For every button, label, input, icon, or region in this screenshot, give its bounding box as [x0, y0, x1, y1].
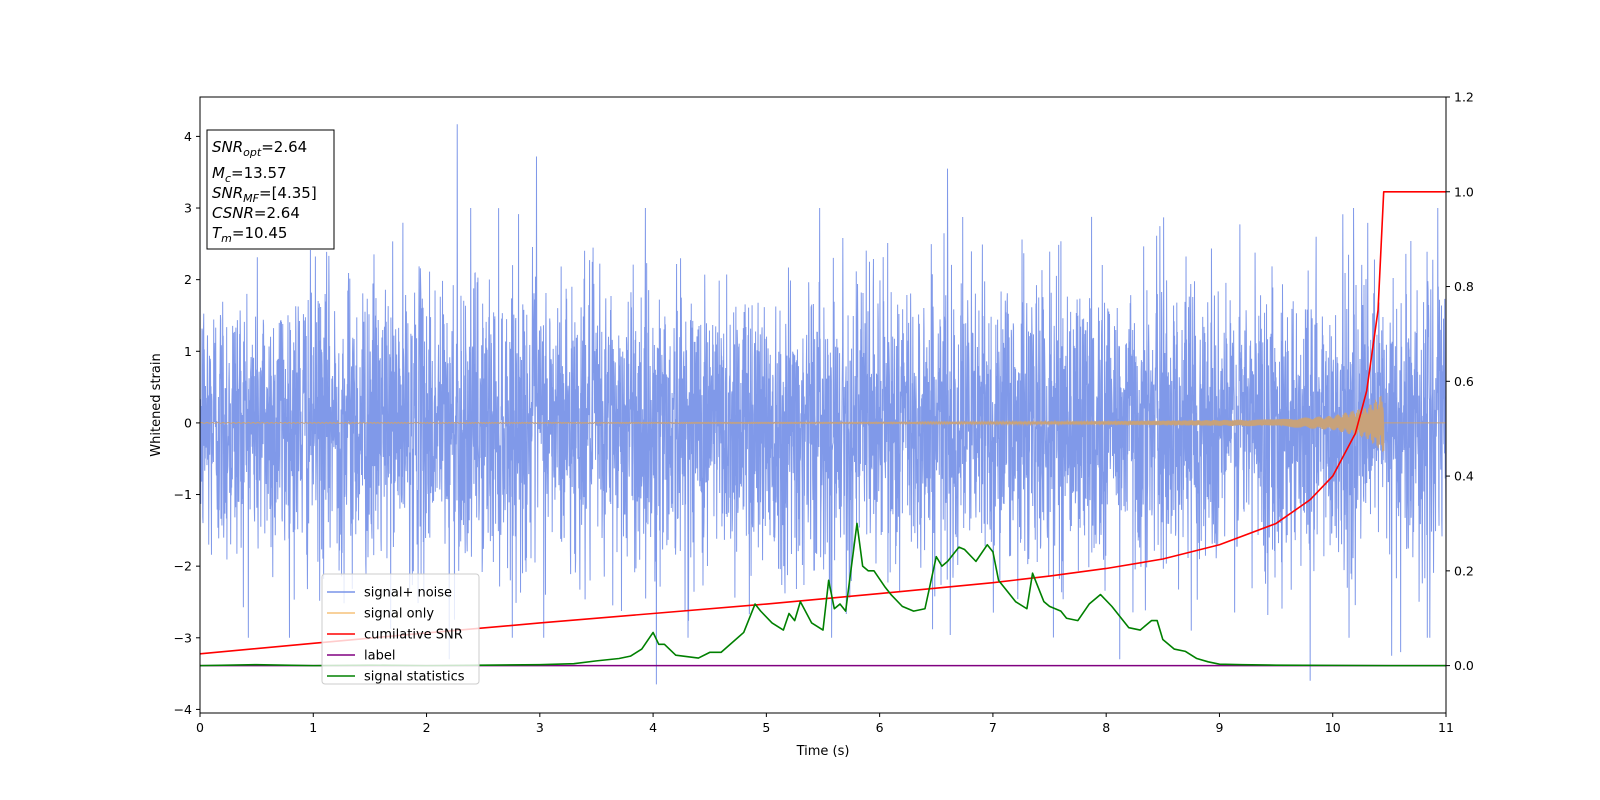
snr-opt-sub: opt — [243, 146, 262, 159]
x-tick-label-10: 10 — [1325, 720, 1341, 735]
y2-tick-label-1: 0.2 — [1454, 563, 1474, 578]
legend-label-2: cumilative SNR — [364, 628, 463, 643]
y-tick-label-8: 4 — [184, 129, 192, 144]
snr-mf-value: =[4.35] — [259, 184, 317, 202]
annotation-box: SNRopt=2.64 Mc=13.57 SNRMF=[4.35] CSNR=2… — [206, 129, 335, 250]
x-tick-label-9: 9 — [1215, 720, 1223, 735]
x-tick-label-1: 1 — [309, 720, 317, 735]
y2-tick-label-5: 1.0 — [1454, 184, 1474, 199]
snr-mf-name: SNR — [212, 184, 243, 202]
legend-label-3: label — [364, 649, 395, 664]
y2-tick-label-0: 0.0 — [1454, 658, 1474, 673]
y-tick-label-7: 3 — [184, 201, 192, 216]
legend: signal+ noise signal only cumilative SNR la… — [321, 573, 480, 685]
x-tick-label-0: 0 — [196, 720, 204, 735]
annotation-frame — [206, 129, 335, 250]
x-tick-label-7: 7 — [989, 720, 997, 735]
x-tick-label-8: 8 — [1102, 720, 1110, 735]
mc-name: M — [212, 164, 225, 182]
tm-value: =10.45 — [232, 224, 288, 242]
csnr-name: CSNR — [212, 204, 254, 222]
y-tick-label-5: 1 — [184, 344, 192, 359]
y-tick-label-2: −2 — [174, 559, 192, 574]
y-tick-label-0: −4 — [174, 702, 192, 717]
y-tick-label-1: −3 — [174, 630, 192, 645]
y2-tick-label-3: 0.6 — [1454, 374, 1474, 389]
y-tick-label-4: 0 — [184, 415, 192, 430]
x-tick-label-11: 11 — [1438, 720, 1454, 735]
y-axis-label: Whitened strain — [149, 353, 164, 456]
x-tick-label-5: 5 — [762, 720, 770, 735]
snr-opt-name: SNR — [212, 138, 243, 156]
annotation-mc: Mc=13.57 — [212, 164, 287, 185]
x-tick-label-2: 2 — [423, 720, 431, 735]
series-cumulative-snr — [200, 190, 1446, 655]
annotation-snr-mf: SNRMF=[4.35] — [212, 184, 317, 205]
y2-tick-label-2: 0.4 — [1454, 469, 1474, 484]
annotation-csnr: CSNR=2.64 — [212, 204, 300, 222]
annotation-snr-opt: SNRopt=2.64 — [212, 138, 307, 159]
x-axis-label: Time (s) — [796, 744, 850, 759]
csnr-value: =2.64 — [254, 204, 300, 222]
plot-frame — [199, 96, 1447, 714]
y-tick-label-6: 2 — [184, 272, 192, 287]
snr-opt-value: =2.64 — [261, 138, 307, 156]
snr-mf-sub: MF — [243, 192, 259, 205]
legend-frame — [321, 573, 480, 685]
y2-tick-label-6: 1.2 — [1454, 90, 1474, 105]
axes: 0 1 2 3 4 5 6 7 8 9 10 11 −4 −3 −2 −1 0 1 2 3 4 0.0 0.2 0.4 0.6 0… — [174, 90, 1474, 736]
legend-label-0: signal+ noise — [364, 586, 452, 601]
legend-label-1: signal only — [364, 607, 434, 622]
legend-label-4: signal statistics — [364, 670, 465, 685]
annotation-tm: Tm=10.45 — [212, 224, 287, 245]
series-signal-noise — [200, 124, 1446, 685]
mc-sub: c — [225, 172, 231, 185]
x-tick-label-6: 6 — [876, 720, 884, 735]
series-signal-only — [200, 395, 1446, 452]
y2-tick-label-4: 0.8 — [1454, 279, 1474, 294]
x-tick-label-4: 4 — [649, 720, 657, 735]
y-tick-label-3: −1 — [174, 487, 192, 502]
series-signal-statistics — [200, 522, 1446, 667]
x-tick-label-3: 3 — [536, 720, 544, 735]
mc-value: =13.57 — [231, 164, 287, 182]
tm-name: T — [212, 224, 223, 242]
legend-items: signal+ noise signal only cumilative SNR la… — [327, 586, 465, 685]
tm-sub: m — [221, 232, 232, 245]
